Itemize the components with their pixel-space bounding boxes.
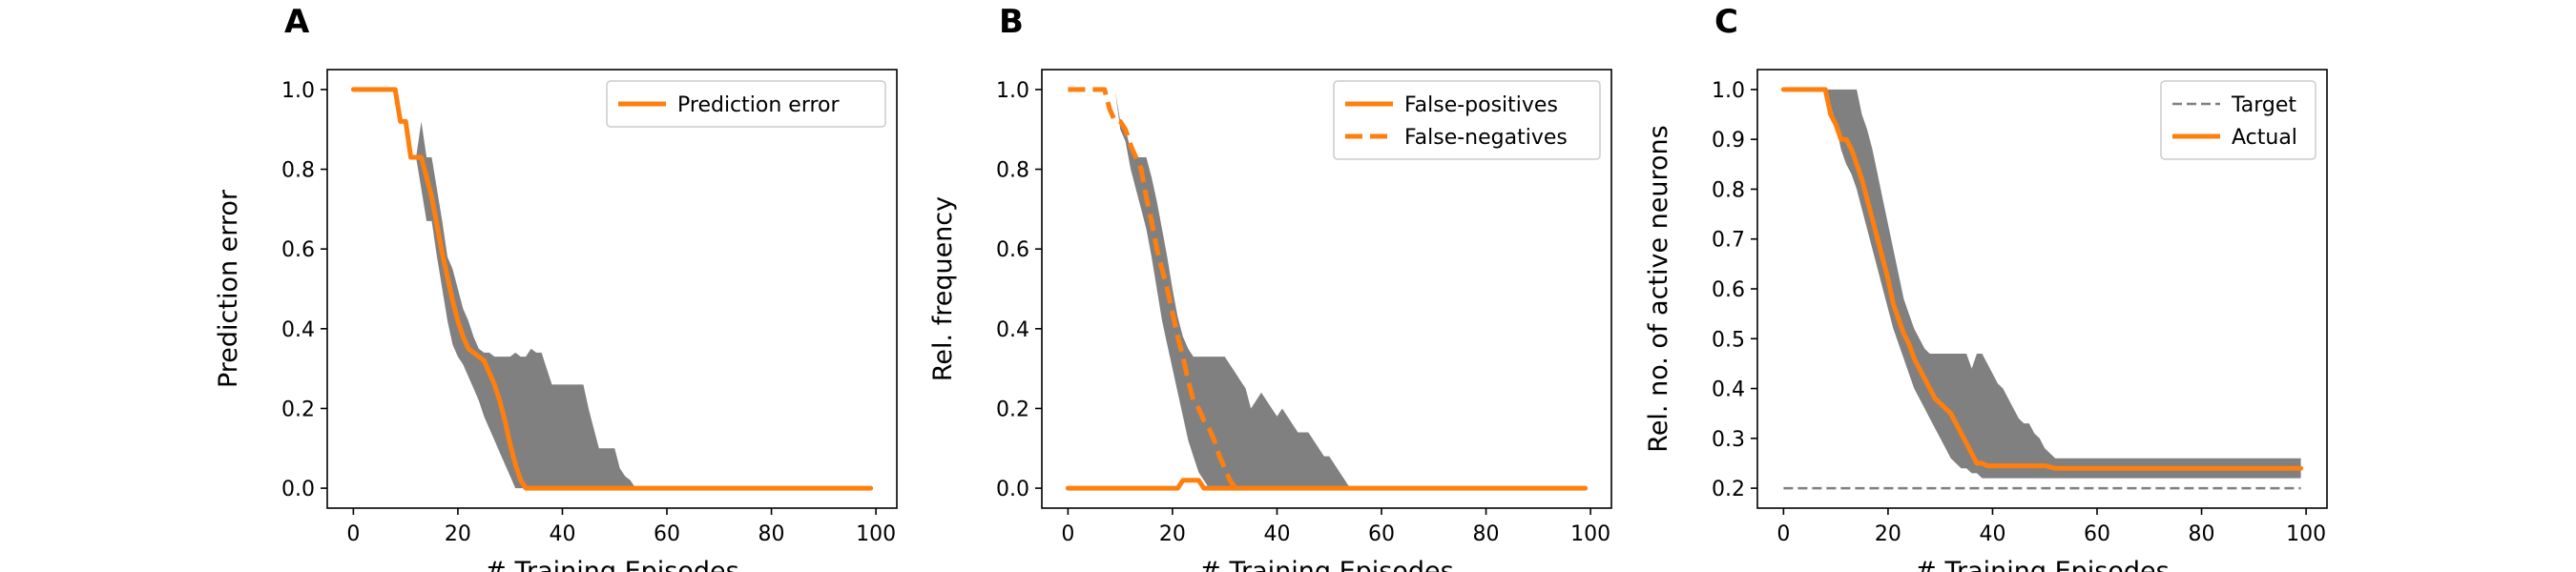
x-tick-label: 60: [1368, 522, 1395, 546]
y-axis-label: Rel. no. of active neurons: [1644, 125, 1673, 452]
y-tick-label: 0.6: [996, 238, 1029, 262]
panel-label: A: [284, 3, 310, 41]
legend-label: False-positives: [1404, 93, 1558, 117]
x-tick-label: 80: [2189, 522, 2215, 546]
legend-label: Prediction error: [677, 93, 840, 117]
y-tick-label: 0.2: [281, 398, 315, 421]
y-tick-label: 0.4: [281, 318, 315, 342]
series-line-false-negatives: [1068, 87, 1241, 491]
y-tick-label: 0.6: [1712, 278, 1745, 302]
x-tick-label: 20: [445, 522, 471, 546]
series-line-actual: [1780, 87, 2304, 471]
y-tick-label: 0.8: [1712, 178, 1745, 202]
y-tick-label: 0.6: [281, 238, 315, 262]
x-axis-label: # Training Episodes: [1915, 557, 2169, 572]
panel-label: C: [1714, 3, 1738, 41]
y-tick-label: 0.7: [1712, 229, 1745, 253]
legend: Prediction error: [606, 80, 886, 128]
legend: False-positives False-negatives: [1333, 80, 1601, 160]
x-tick-label: 80: [1473, 522, 1500, 546]
variability-band: [353, 89, 871, 489]
y-tick-label: 1.0: [1712, 79, 1745, 103]
x-tick-label: 40: [1979, 522, 2005, 546]
variability-band: [1068, 89, 1586, 489]
y-axis-label: Rel. frequency: [928, 196, 958, 381]
legend-label: False-negatives: [1404, 126, 1568, 150]
x-tick-label: 100: [1570, 522, 1610, 546]
x-tick-label: 20: [1159, 522, 1186, 546]
x-tick-label: 60: [2084, 522, 2110, 546]
legend-box: [1333, 80, 1601, 160]
axes-frame: [326, 69, 898, 509]
y-tick-label: 0.8: [996, 159, 1029, 183]
y-tick-label: 0.8: [281, 159, 315, 183]
y-tick-label: 0.4: [1712, 378, 1745, 402]
y-tick-label: 0.0: [281, 478, 315, 501]
panel-c: C 0 20 40 60 80 100 0.2 0.3 0.4 0.5 0.6 0.7 0.8 0.9 1.0…: [1644, 3, 2328, 572]
legend: Target Actual: [2160, 80, 2316, 160]
panel-a: A 0 20 40 60 80 100 0.0 0.2 0.4 0.6 0.8 1.0 # Trainin…: [214, 3, 898, 572]
x-tick-label: 80: [758, 522, 785, 546]
y-tick-label: 0.9: [1712, 129, 1745, 153]
x-tick-label: 60: [654, 522, 680, 546]
variability-band: [1783, 89, 2301, 479]
legend-label: Target: [2231, 93, 2296, 117]
legend-box: [606, 80, 886, 128]
y-tick-label: 1.0: [996, 79, 1029, 103]
x-tick-label: 40: [549, 522, 575, 546]
x-tick-label: 100: [2286, 522, 2326, 546]
axes-frame: [1041, 69, 1612, 509]
series-line-false-positives: [1065, 478, 1589, 491]
legend-box: [2160, 80, 2316, 160]
y-tick-label: 0.3: [1712, 428, 1745, 452]
legend-label: Actual: [2232, 126, 2297, 150]
y-tick-label: 1.0: [281, 79, 315, 103]
x-tick-label: 0: [1061, 522, 1074, 546]
panel-label: B: [999, 3, 1024, 41]
panel-b: B 0 20 40 60 80 100 0.0 0.2 0.4 0.6 0.8 1.0 # Trainin…: [928, 3, 1612, 572]
x-tick-label: 100: [856, 522, 896, 546]
series-line-prediction-error: [350, 87, 874, 491]
x-axis-label: # Training Episodes: [1199, 557, 1453, 572]
x-tick-label: 0: [346, 522, 360, 546]
y-axis-label: Prediction error: [214, 189, 243, 388]
y-tick-label: 0.2: [1712, 478, 1745, 501]
x-tick-label: 20: [1875, 522, 1901, 546]
x-tick-label: 0: [1776, 522, 1790, 546]
y-tick-label: 0.5: [1712, 328, 1745, 352]
y-tick-label: 0.2: [996, 398, 1029, 421]
y-tick-label: 0.4: [996, 318, 1029, 342]
x-tick-label: 40: [1263, 522, 1290, 546]
x-axis-label: # Training Episodes: [485, 557, 738, 572]
y-tick-label: 0.0: [996, 478, 1029, 501]
